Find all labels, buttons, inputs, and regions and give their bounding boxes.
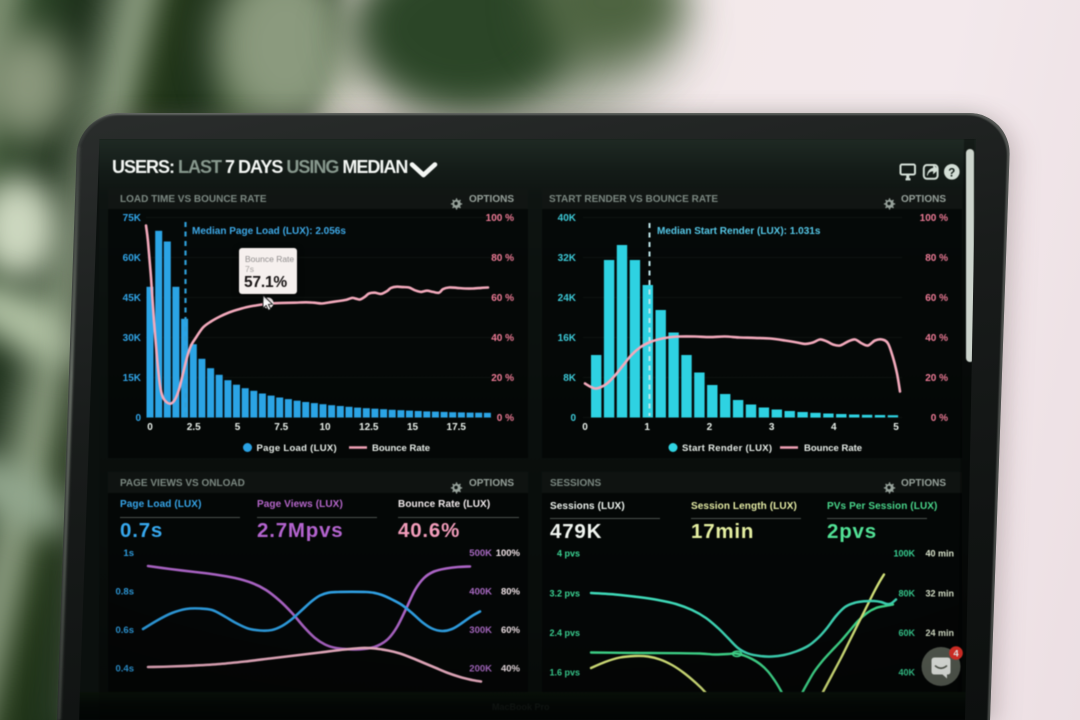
svg-text:15K: 15K <box>123 373 142 384</box>
svg-text:40 %: 40 % <box>925 333 948 344</box>
svg-text:32K: 32K <box>558 253 577 264</box>
svg-text:17.5: 17.5 <box>447 422 467 433</box>
svg-text:8K: 8K <box>563 373 577 384</box>
svg-text:40K: 40K <box>558 213 577 224</box>
svg-text:20 %: 20 % <box>491 373 514 384</box>
svg-text:4 pvs: 4 pvs <box>557 549 580 559</box>
svg-text:60 %: 60 % <box>491 293 514 304</box>
svg-text:2: 2 <box>707 422 713 433</box>
svg-text:80K: 80K <box>898 589 915 599</box>
svg-text:0: 0 <box>147 422 153 433</box>
svg-text:40 %: 40 % <box>491 333 514 344</box>
svg-text:40K: 40K <box>898 668 915 678</box>
svg-text:5: 5 <box>235 422 241 433</box>
svg-text:0: 0 <box>135 413 141 424</box>
svg-text:2.4 pvs: 2.4 pvs <box>549 628 580 638</box>
svg-text:80 %: 80 % <box>925 253 948 264</box>
svg-text:60K: 60K <box>898 628 915 638</box>
svg-text:4: 4 <box>831 422 837 433</box>
svg-text:45K: 45K <box>123 293 142 304</box>
svg-text:60K: 60K <box>123 253 142 264</box>
svg-text:10: 10 <box>319 422 331 433</box>
svg-text:24K: 24K <box>558 293 577 304</box>
svg-text:Bounce Rate: Bounce Rate <box>804 443 862 454</box>
svg-text:100K: 100K <box>893 549 915 559</box>
svg-text:75K: 75K <box>123 213 142 224</box>
svg-text:300K: 300K <box>469 625 492 636</box>
svg-text:5: 5 <box>893 422 899 433</box>
svg-text:Page Load (LUX): Page Load (LUX) <box>257 443 338 454</box>
svg-text:3: 3 <box>769 422 775 433</box>
svg-text:0.4s: 0.4s <box>116 664 135 675</box>
svg-text:30K: 30K <box>123 333 142 344</box>
svg-text:?: ? <box>948 167 955 179</box>
svg-text:40%: 40% <box>501 664 521 675</box>
svg-text:20 %: 20 % <box>925 373 948 384</box>
svg-text:400K: 400K <box>469 587 492 598</box>
svg-text:80 %: 80 % <box>491 253 514 264</box>
svg-text:3.2 pvs: 3.2 pvs <box>549 589 580 599</box>
svg-text:40 min: 40 min <box>925 549 954 559</box>
svg-text:0: 0 <box>570 413 576 424</box>
svg-text:Start Render (LUX): Start Render (LUX) <box>682 443 772 454</box>
svg-text:0.6s: 0.6s <box>116 625 135 636</box>
svg-text:4: 4 <box>953 649 959 660</box>
svg-text:Median Page Load (LUX): 2.056s: Median Page Load (LUX): 2.056s <box>192 226 346 237</box>
svg-text:24 min: 24 min <box>925 628 954 638</box>
svg-text:60%: 60% <box>501 625 521 636</box>
svg-text:200K: 200K <box>469 664 492 675</box>
svg-text:1.6 pvs: 1.6 pvs <box>549 668 580 678</box>
svg-text:1: 1 <box>644 422 650 433</box>
svg-text:0 %: 0 % <box>497 413 514 424</box>
svg-text:100%: 100% <box>496 548 521 559</box>
svg-text:0.8s: 0.8s <box>116 587 135 598</box>
svg-text:Median Start Render (LUX): 1.0: Median Start Render (LUX): 1.031s <box>657 226 821 237</box>
svg-text:7.5: 7.5 <box>274 422 288 433</box>
svg-text:Bounce Rate: Bounce Rate <box>372 443 430 454</box>
svg-text:100 %: 100 % <box>920 213 948 224</box>
svg-text:1s: 1s <box>123 548 134 559</box>
svg-text:60 %: 60 % <box>925 293 948 304</box>
svg-text:500K: 500K <box>469 548 492 559</box>
svg-text:15: 15 <box>407 422 419 433</box>
svg-text:32 min: 32 min <box>925 589 954 599</box>
svg-text:16K: 16K <box>558 333 577 344</box>
svg-text:12.5: 12.5 <box>359 422 379 433</box>
svg-text:80%: 80% <box>501 587 521 598</box>
svg-text:0: 0 <box>582 422 588 433</box>
svg-text:100 %: 100 % <box>486 213 514 224</box>
svg-text:2.5: 2.5 <box>187 422 201 433</box>
svg-text:0 %: 0 % <box>931 413 948 424</box>
